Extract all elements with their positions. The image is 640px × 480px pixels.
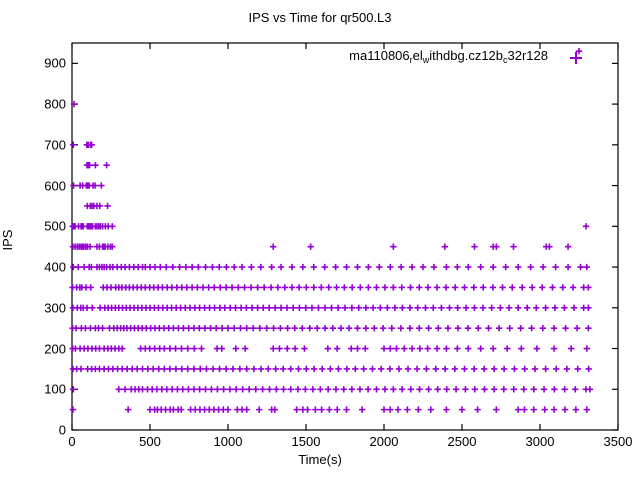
x-tick-label: 0: [68, 434, 76, 449]
y-axis-tick-labels: 0 100 200 300 400 500 600 700 800 900: [18, 0, 66, 480]
plot-border: [71, 42, 619, 431]
y-tick-label: 400: [44, 259, 66, 275]
y-tick-label: 0: [58, 422, 66, 438]
data-points: [69, 47, 594, 413]
y-tick-label: 300: [44, 300, 66, 316]
y-tick-label: 200: [44, 341, 66, 357]
x-tick-label: 3500: [603, 434, 633, 449]
chart-title: IPS vs Time for qr500.L3: [248, 10, 392, 25]
y-tick-label: 600: [44, 178, 66, 194]
x-tick-label: 1000: [213, 434, 243, 449]
x-axis-title: Time(s): [298, 452, 342, 467]
y-tick-label: 100: [44, 381, 66, 397]
y-tick-label: 500: [44, 218, 66, 234]
y-tick-label: 700: [44, 137, 66, 153]
x-tick-label: 2000: [369, 434, 399, 449]
x-tick-label: 3000: [525, 434, 555, 449]
x-tick-label: 2500: [447, 434, 477, 449]
legend-series-label: ma110806relwithdbg.cz12bc32r128: [349, 48, 548, 65]
legend-marker-icon: [570, 52, 582, 64]
y-tick-label: 800: [44, 96, 66, 112]
x-tick-label: 500: [139, 434, 161, 449]
y-tick-label: 900: [44, 55, 66, 71]
x-tick-label: 1500: [291, 434, 321, 449]
